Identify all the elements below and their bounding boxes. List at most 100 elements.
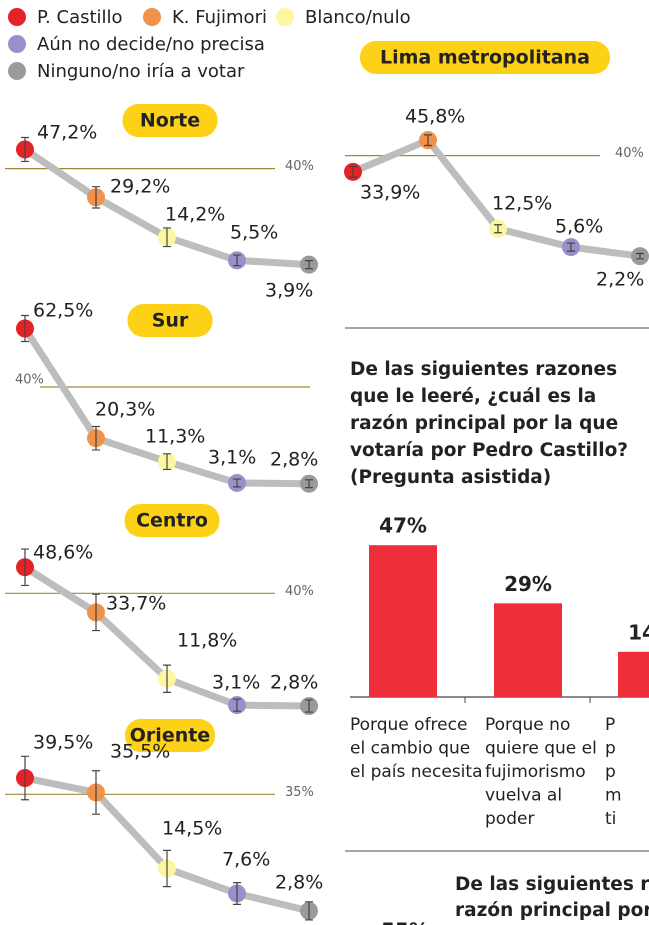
value-label: 20,3% xyxy=(95,399,155,421)
value-label: 2,8% xyxy=(275,872,323,894)
category-label: p xyxy=(605,739,616,759)
category-label: ti xyxy=(605,809,616,829)
legend-label: Aún no decide/no precisa xyxy=(37,34,265,55)
legend-swatch xyxy=(143,8,161,26)
value-label: 14,5% xyxy=(162,818,222,840)
value-label: 2,2% xyxy=(596,269,644,291)
error-bar xyxy=(92,425,100,451)
value-label: 3,9% xyxy=(265,280,313,302)
region-title: Sur xyxy=(152,310,189,332)
error-bar xyxy=(21,136,29,163)
bar xyxy=(494,603,562,697)
value-label: 14,2% xyxy=(165,204,225,226)
value-label: 45,8% xyxy=(405,106,465,128)
category-label: quiere que el xyxy=(485,739,597,759)
reference-label: 40% xyxy=(15,373,44,388)
region-pill xyxy=(125,719,215,752)
value-label: 7,6% xyxy=(222,849,270,871)
category-label: p xyxy=(605,762,616,782)
question-text: (Pregunta asistida) xyxy=(350,467,551,488)
region-pill xyxy=(360,41,610,74)
legend-label: Ninguno/no iría a votar xyxy=(37,61,245,82)
legend-swatch xyxy=(8,62,26,80)
category-label: fujimorismo xyxy=(485,762,586,782)
region-title: Norte xyxy=(140,110,200,132)
legend-label: K. Fujimori xyxy=(172,7,267,28)
question-text: De las siguientes ra xyxy=(455,874,649,895)
value-label: 35,5% xyxy=(110,741,170,763)
question-text: que le leeré, ¿cuál es la xyxy=(350,386,596,407)
error-bar xyxy=(92,770,100,815)
value-label: 47,2% xyxy=(37,122,97,144)
value-label: 2,8% xyxy=(270,672,318,694)
reference-label: 35% xyxy=(285,785,314,800)
category-label: vuelva al xyxy=(485,786,562,806)
value-label: 3,1% xyxy=(208,447,256,469)
region-title: Centro xyxy=(136,510,208,532)
error-bar xyxy=(567,242,575,252)
value-label: 33,9% xyxy=(360,182,420,204)
category-label: P xyxy=(605,715,615,735)
value-label: 48,6% xyxy=(33,542,93,564)
category-label: m xyxy=(605,786,622,806)
bar xyxy=(369,545,437,697)
value-label: 62,5% xyxy=(33,300,93,322)
bar-value-label: 47% xyxy=(379,514,427,538)
error-bar xyxy=(494,224,502,234)
bar-value-label: 55% xyxy=(381,919,429,925)
error-bar xyxy=(163,849,171,888)
legend-swatch xyxy=(8,35,26,53)
bar-value-label: 29% xyxy=(504,572,552,596)
legend-swatch xyxy=(8,8,26,26)
question-text: votaría por Pedro Castillo? xyxy=(350,440,628,461)
error-bar xyxy=(424,134,432,147)
value-label: 29,2% xyxy=(110,176,170,198)
trend-line xyxy=(24,774,310,915)
value-label: 3,1% xyxy=(212,672,260,694)
region-title: Oriente xyxy=(130,725,210,747)
reference-label: 40% xyxy=(615,146,644,161)
error-bar xyxy=(163,227,171,248)
value-label: 39,5% xyxy=(33,732,93,754)
category-label: poder xyxy=(485,809,534,829)
error-bar xyxy=(233,882,241,905)
error-bar xyxy=(233,478,241,488)
legend-swatch xyxy=(276,8,294,26)
error-bar xyxy=(92,593,100,632)
bar xyxy=(618,651,649,697)
value-label: 5,5% xyxy=(230,222,278,244)
region-pill xyxy=(127,304,213,337)
reference-label: 40% xyxy=(285,584,314,599)
category-label: Porque ofrece xyxy=(350,715,467,735)
error-bar xyxy=(21,548,29,587)
value-label: 11,3% xyxy=(145,426,205,448)
error-bar xyxy=(233,254,241,267)
value-label: 2,8% xyxy=(270,449,318,471)
error-bar xyxy=(305,260,313,270)
value-label: 11,8% xyxy=(177,630,237,652)
region-pill xyxy=(122,104,218,137)
error-bar xyxy=(305,479,313,489)
error-bar xyxy=(92,186,100,209)
error-bar xyxy=(233,698,241,712)
error-bar xyxy=(349,165,357,178)
error-bar xyxy=(163,453,171,471)
error-bar xyxy=(163,664,171,693)
error-bar xyxy=(636,252,644,260)
legend-label: Blanco/nulo xyxy=(305,7,411,28)
question-text: De las siguientes razones xyxy=(350,359,617,380)
error-bar xyxy=(305,699,313,713)
value-label: 12,5% xyxy=(492,193,552,215)
bar-value-label: 14% xyxy=(628,620,649,644)
category-label: el cambio que xyxy=(350,739,470,759)
legend-label: P. Castillo xyxy=(37,7,123,28)
error-bar xyxy=(305,901,313,921)
question-text: razón principal por xyxy=(455,900,649,921)
category-label: el país necesita xyxy=(350,762,482,782)
reference-label: 40% xyxy=(285,159,314,174)
question-text: razón principal por la que xyxy=(350,413,618,434)
region-title: Lima metropolitana xyxy=(380,47,590,69)
value-label: 5,6% xyxy=(555,216,603,238)
